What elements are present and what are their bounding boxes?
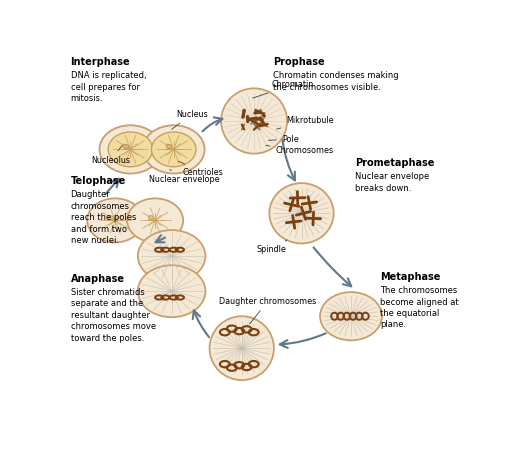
Text: Centrioles: Centrioles [178, 161, 223, 177]
Ellipse shape [138, 265, 205, 317]
Ellipse shape [127, 198, 183, 242]
Ellipse shape [109, 216, 113, 220]
Ellipse shape [87, 198, 143, 242]
Text: Nucleolus: Nucleolus [92, 145, 130, 165]
Text: Interphase: Interphase [71, 57, 130, 67]
Ellipse shape [123, 144, 129, 148]
Ellipse shape [143, 125, 205, 173]
Ellipse shape [148, 216, 153, 220]
Ellipse shape [152, 132, 196, 167]
Ellipse shape [167, 144, 172, 148]
Ellipse shape [138, 230, 205, 282]
Ellipse shape [108, 132, 153, 167]
Text: Nucleus: Nucleus [172, 110, 207, 129]
Text: Anaphase: Anaphase [71, 274, 124, 284]
Text: Nuclear envelope
breaks down.: Nuclear envelope breaks down. [355, 172, 429, 193]
Ellipse shape [221, 89, 287, 154]
Text: Sister chromatids
separate and the
resultant daughter
chromosomes move
toward th: Sister chromatids separate and the resul… [71, 288, 156, 343]
Text: Chromatin: Chromatin [253, 80, 314, 98]
Text: Chromatin condenses making
the chromosomes visible.: Chromatin condenses making the chromosom… [272, 71, 398, 92]
Text: DNA is replicated,
cell prepares for
mitosis.: DNA is replicated, cell prepares for mit… [71, 71, 146, 103]
Text: The chromosomes
become aligned at
the equatorial
plane.: The chromosomes become aligned at the eq… [380, 286, 459, 330]
Text: Prophase: Prophase [272, 57, 325, 67]
Text: Pole: Pole [269, 135, 299, 143]
Text: Mikrotubule: Mikrotubule [277, 116, 334, 129]
Ellipse shape [210, 316, 274, 380]
Text: Prometaphase: Prometaphase [355, 158, 435, 168]
Ellipse shape [269, 183, 334, 243]
Text: Daughter chromosomes: Daughter chromosomes [219, 297, 317, 324]
Text: Spindle: Spindle [256, 240, 287, 254]
Text: Chromosomes: Chromosomes [266, 146, 334, 155]
Text: Nuclear envelope: Nuclear envelope [149, 170, 220, 184]
Text: Metaphase: Metaphase [380, 272, 440, 282]
Text: Daughter
chromosomes
reach the poles
and form two
new nuclei.: Daughter chromosomes reach the poles and… [71, 190, 136, 245]
Text: Telophase: Telophase [71, 176, 126, 186]
Ellipse shape [320, 292, 382, 340]
Ellipse shape [99, 125, 161, 173]
